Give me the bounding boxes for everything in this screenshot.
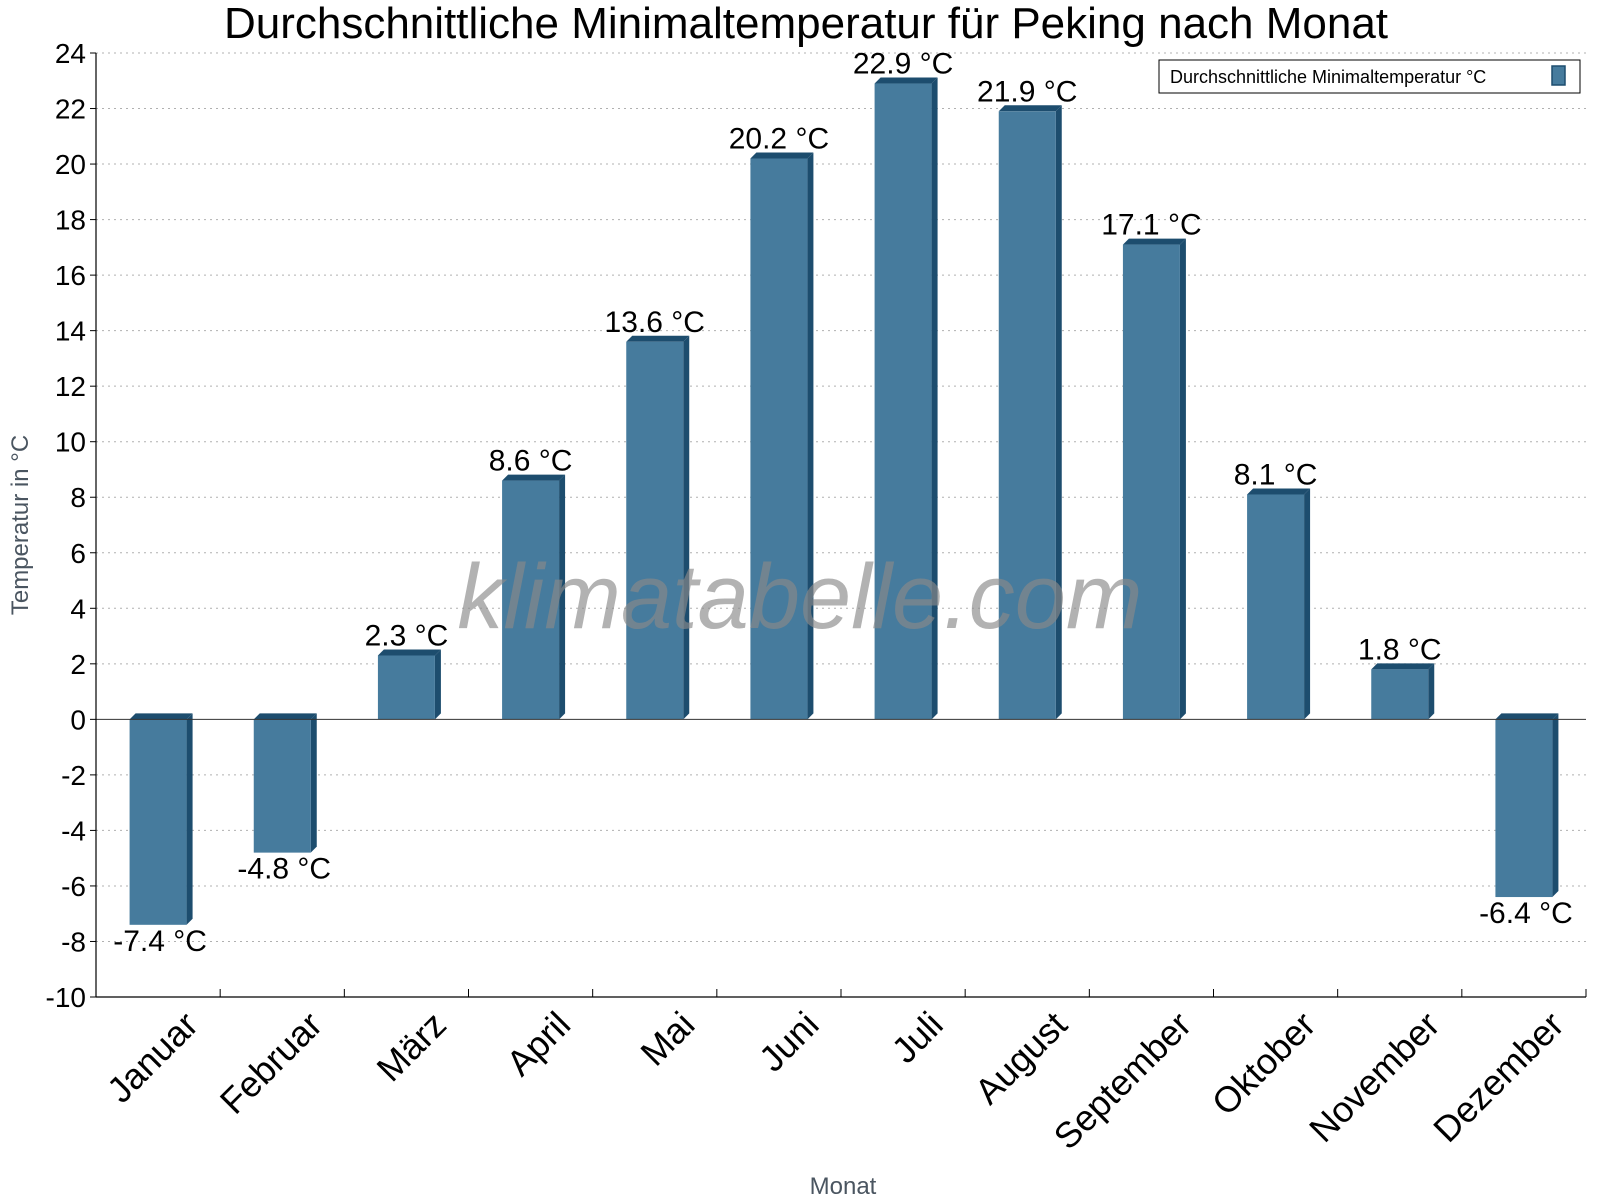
bar-top [1495,713,1559,720]
y-tick-label: 4 [70,593,86,624]
y-tick-label: 16 [55,260,86,291]
x-tick-label: November [1301,1004,1447,1150]
x-tick-label: Juni [751,1004,827,1080]
y-axis-label: Temperatur in °C [7,435,34,615]
x-tick-label: Februar [212,1004,330,1122]
bar-top [253,713,317,720]
bar-top [874,77,938,84]
bar [626,341,684,720]
bar [750,158,808,720]
data-label: 2.3 °C [365,619,449,652]
x-tick-label: Dezember [1425,1004,1571,1150]
bars [129,77,1559,925]
y-tick-label: -8 [61,926,86,957]
data-label: 17.1 °C [1101,209,1201,242]
x-axis-label: Monat [810,1173,877,1200]
y-tick-label: -4 [61,815,86,846]
data-label: 21.9 °C [977,75,1077,108]
data-label: 22.9 °C [853,48,953,81]
bar-top [502,474,566,481]
bar-side [1055,105,1062,720]
data-label: 20.2 °C [729,123,829,156]
y-tick-label: 10 [55,427,86,458]
bar-side [434,649,441,720]
y-tick-label: 6 [70,538,86,569]
bar-side [1179,238,1186,720]
bar [998,111,1056,720]
y-tick-label: 18 [55,205,86,236]
grid-lines [96,52,1586,998]
bar-side [310,713,317,853]
y-tick-label: 12 [55,371,86,402]
bar [502,480,560,720]
x-tick-label: Oktober [1204,1004,1324,1124]
y-tick-label: -10 [46,982,86,1013]
bar-side [559,474,566,720]
y-tick-label: 22 [55,94,86,125]
bar-top [626,335,690,342]
y-tick-label: 8 [70,482,86,513]
x-tick-label: Januar [99,1004,206,1111]
y-tick-label: 24 [55,38,86,69]
y-tick-label: 2 [70,649,86,680]
x-tick-label: August [967,1004,1075,1112]
bar-top [377,649,441,656]
watermark: klimatabelle.com [457,546,1142,648]
data-label: -6.4 °C [1479,897,1573,930]
bar [1495,719,1553,898]
bar [1247,494,1305,720]
data-label: -4.8 °C [237,853,331,886]
data-label: 8.1 °C [1234,458,1318,491]
bar-side [931,77,938,720]
data-label: -7.4 °C [113,925,207,958]
bar [377,655,435,720]
bar-top [1247,488,1311,495]
x-tick-label: März [369,1004,455,1090]
data-labels: -7.4 °C -4.8 °C 2.3 °C 8.6 °C 13.6 °C 20.2 °C… [113,48,1573,958]
bar-side [807,152,814,720]
data-label: 1.8 °C [1358,633,1442,666]
bar-top [750,152,814,159]
x-tick-label: April [498,1004,578,1084]
chart-title: Durchschnittliche Minimaltemperatur für … [224,0,1388,48]
y-tick-label: -6 [61,871,86,902]
bar [129,719,187,925]
y-tick-label: 20 [55,149,86,180]
bar-side [1552,713,1559,898]
legend-swatch [1551,65,1566,86]
legend-box [1158,59,1581,94]
bar [253,719,311,853]
bar [874,83,932,720]
legend-label: Durchschnittliche Minimaltemperatur °C [1170,67,1486,87]
legend: Durchschnittliche Minimaltemperatur °C [1158,59,1581,94]
data-label: 13.6 °C [605,306,705,339]
bar-side [1304,488,1311,720]
bar-top [129,713,193,720]
bar-top [1122,238,1186,245]
y-tick-label: 14 [55,316,86,347]
bar-side [186,713,193,925]
bar [1122,244,1180,720]
y-tick-label: 0 [70,704,86,735]
x-tick-label: Juli [884,1004,951,1071]
bar-side [683,335,690,720]
bar-top [998,105,1062,112]
bar-side [1428,663,1435,720]
bar [1371,669,1429,720]
data-label: 8.6 °C [489,445,573,478]
x-axis-ticks: Januar Februar März April Mai Juni Juli AugustS… [95,989,1587,1157]
x-tick-label: Mai [632,1004,702,1074]
y-tick-label: -2 [61,760,86,791]
bar-top [1371,663,1435,670]
